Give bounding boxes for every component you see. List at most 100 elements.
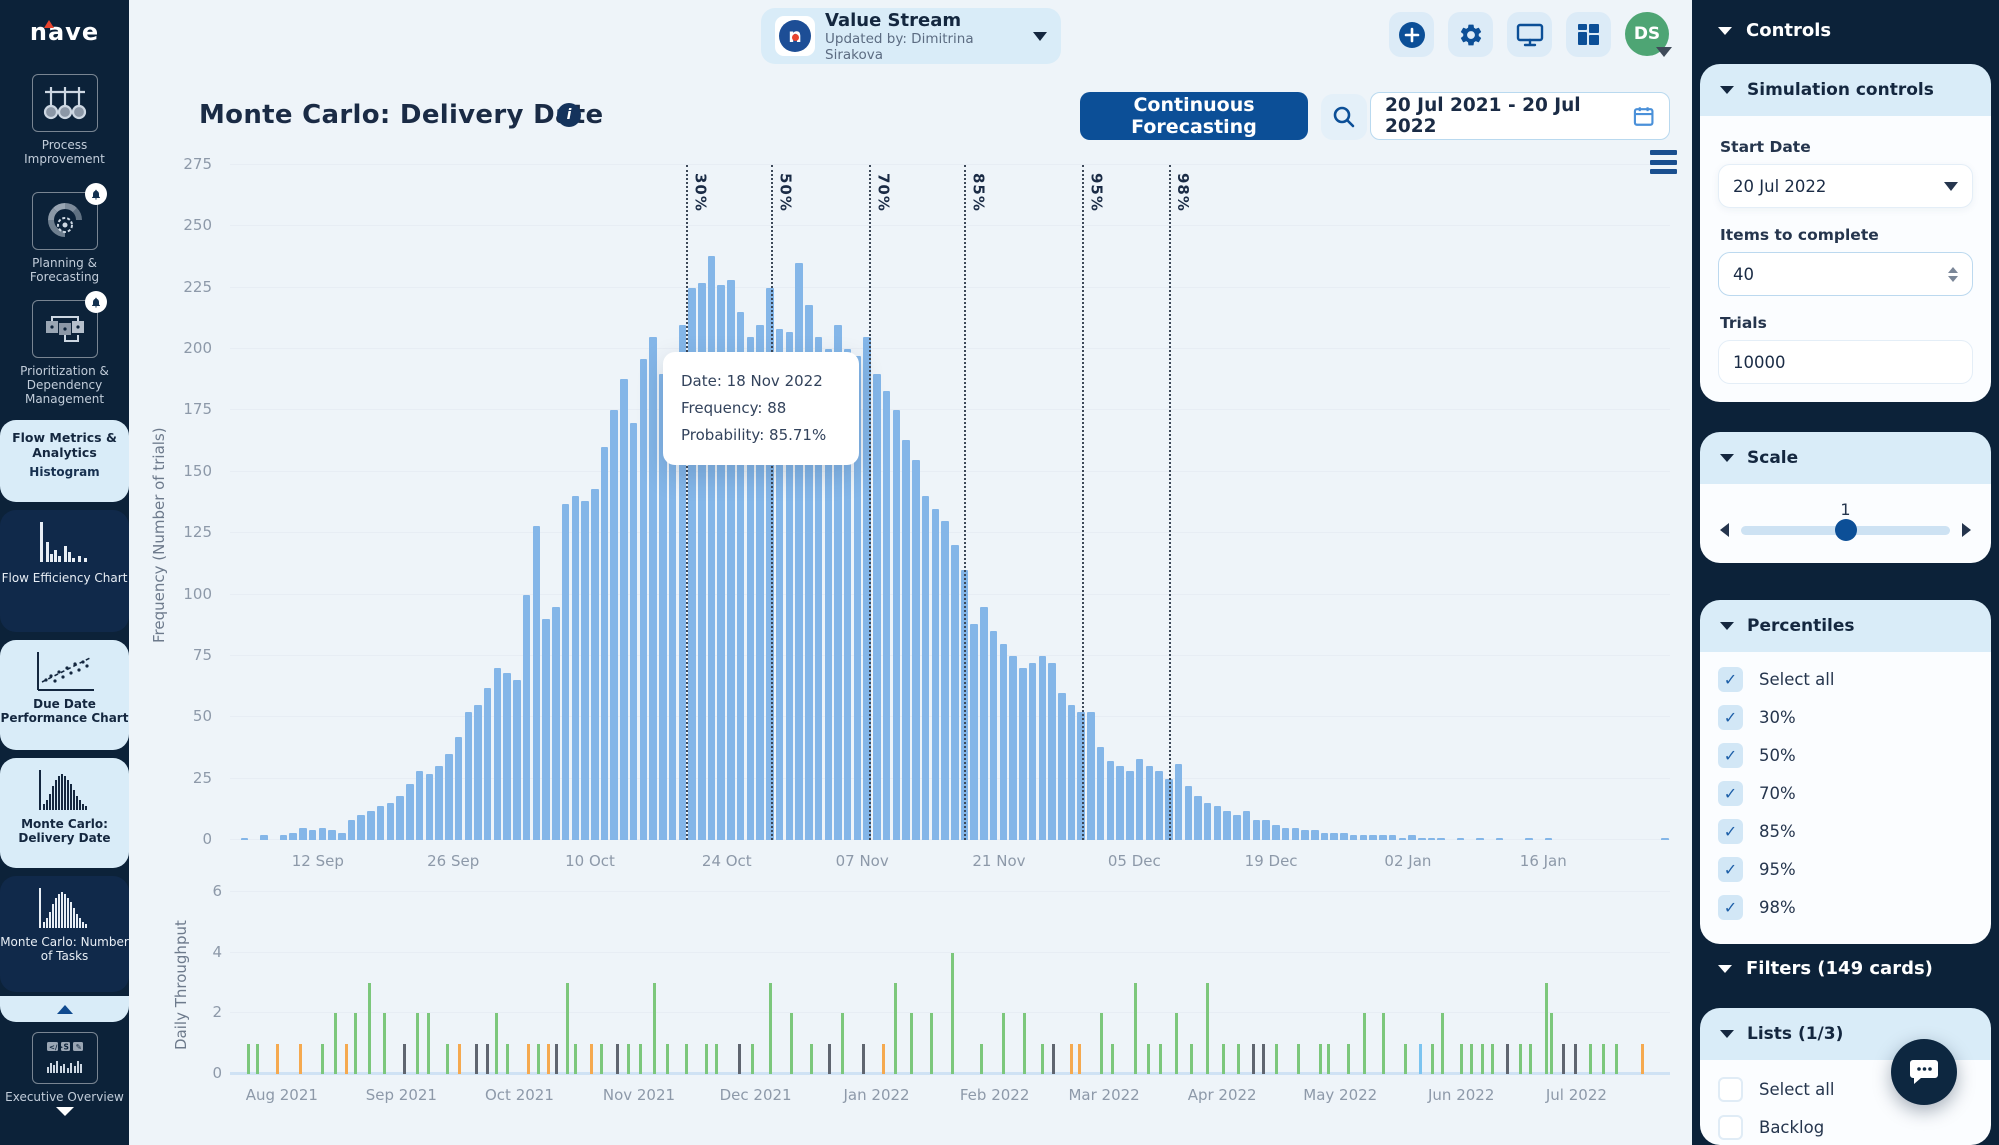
throughput-bar[interactable] xyxy=(475,1044,478,1074)
throughput-bar[interactable] xyxy=(590,1044,593,1074)
controls-header[interactable]: Controls xyxy=(1692,0,1999,41)
histogram-bar[interactable] xyxy=(1418,838,1426,840)
histogram-bar[interactable] xyxy=(367,811,375,840)
histogram-bar[interactable] xyxy=(1340,833,1348,840)
histogram-bar[interactable] xyxy=(552,607,560,840)
throughput-bar[interactable] xyxy=(416,1013,419,1074)
histogram-bar[interactable] xyxy=(883,391,891,840)
throughput-bar[interactable] xyxy=(345,1044,348,1074)
throughput-bar[interactable] xyxy=(1602,1044,1605,1074)
simulation-controls-header[interactable]: Simulation controls xyxy=(1700,64,1991,116)
histogram-bar[interactable] xyxy=(562,504,570,840)
throughput-bar[interactable] xyxy=(1297,1044,1300,1074)
daily-throughput-chart[interactable] xyxy=(230,892,1670,1074)
throughput-bar[interactable] xyxy=(486,1044,489,1074)
histogram-bar[interactable] xyxy=(610,410,618,840)
histogram-bar[interactable] xyxy=(1457,838,1465,840)
histogram-bar[interactable] xyxy=(1272,825,1280,840)
histogram-bar[interactable] xyxy=(1243,811,1251,840)
histogram-bar[interactable] xyxy=(1545,838,1553,840)
throughput-bar[interactable] xyxy=(894,983,897,1074)
percentiles-header[interactable]: Percentiles xyxy=(1700,600,1991,652)
trials-input[interactable]: 10000 xyxy=(1718,340,1973,384)
throughput-bar[interactable] xyxy=(1491,1044,1494,1074)
histogram-bar[interactable] xyxy=(513,680,521,840)
histogram-bar[interactable] xyxy=(1262,820,1270,840)
histogram-bar[interactable] xyxy=(1009,656,1017,840)
settings-button[interactable] xyxy=(1448,12,1493,57)
slider-right-arrow[interactable] xyxy=(1962,523,1971,537)
histogram-bar[interactable] xyxy=(630,423,638,840)
throughput-bar[interactable] xyxy=(1347,1044,1350,1074)
sidebar-item-monte-carlo-delivery-date[interactable]: Monte Carlo: Delivery Date xyxy=(0,758,129,868)
throughput-bar[interactable] xyxy=(738,1044,741,1074)
throughput-bar[interactable] xyxy=(1002,1013,1005,1074)
sidebar-item-process-improvement[interactable]: Process Improvement xyxy=(0,74,129,166)
histogram-bar[interactable] xyxy=(1525,838,1533,840)
histogram-bar[interactable] xyxy=(1155,771,1163,840)
throughput-bar[interactable] xyxy=(1159,1044,1162,1074)
throughput-bar[interactable] xyxy=(1111,1044,1114,1074)
histogram-bar[interactable] xyxy=(932,509,940,840)
throughput-bar[interactable] xyxy=(600,1044,603,1074)
throughput-bar[interactable] xyxy=(574,1044,577,1074)
histogram-bar[interactable] xyxy=(533,526,541,840)
throughput-bar[interactable] xyxy=(666,1044,669,1074)
throughput-bar[interactable] xyxy=(1431,1044,1434,1074)
histogram-bar[interactable] xyxy=(1097,747,1105,840)
histogram-bar[interactable] xyxy=(396,796,404,840)
histogram-bar-selected[interactable] xyxy=(970,624,978,840)
throughput-bar[interactable] xyxy=(368,983,371,1074)
throughput-bar[interactable] xyxy=(299,1044,302,1074)
throughput-bar[interactable] xyxy=(1470,1044,1473,1074)
histogram-bar[interactable] xyxy=(299,828,307,840)
throughput-bar[interactable] xyxy=(1327,1044,1330,1074)
histogram-bar[interactable] xyxy=(1330,833,1338,840)
histogram-bar[interactable] xyxy=(1039,656,1047,840)
throughput-bar[interactable] xyxy=(1562,1044,1565,1074)
histogram-bar[interactable] xyxy=(980,607,988,840)
throughput-bar[interactable] xyxy=(951,953,954,1074)
histogram-bar[interactable] xyxy=(1437,838,1445,840)
histogram-bar[interactable] xyxy=(328,830,336,840)
histogram-bar[interactable] xyxy=(241,838,249,840)
date-range-picker[interactable]: 20 Jul 2021 - 20 Jul 2022 xyxy=(1370,92,1670,140)
add-button[interactable] xyxy=(1389,12,1434,57)
histogram-bar[interactable] xyxy=(640,359,648,840)
checkbox-unchecked-icon[interactable] xyxy=(1718,1077,1743,1102)
histogram-bar[interactable] xyxy=(1301,830,1309,840)
histogram-bar[interactable] xyxy=(1048,663,1056,840)
histogram-bar[interactable] xyxy=(990,631,998,840)
filters-header[interactable]: Filters (149 cards) xyxy=(1692,958,1933,979)
value-stream-selector[interactable]: n Value Stream Updated by: Dimitrina Sir… xyxy=(761,8,1061,64)
histogram-bar[interactable] xyxy=(1019,668,1027,840)
throughput-bar[interactable] xyxy=(862,1044,865,1074)
histogram-bar[interactable] xyxy=(1068,705,1076,840)
histogram-bar[interactable] xyxy=(484,688,492,840)
histogram-bar[interactable] xyxy=(494,668,502,840)
throughput-bar[interactable] xyxy=(547,1044,550,1074)
histogram-bar[interactable] xyxy=(1107,761,1115,840)
throughput-bar[interactable] xyxy=(980,1044,983,1074)
checkbox-checked-icon[interactable]: ✓ xyxy=(1718,857,1743,882)
throughput-bar[interactable] xyxy=(247,1044,250,1074)
sidebar-scroll-down-button[interactable] xyxy=(0,1116,129,1135)
throughput-bar[interactable] xyxy=(1175,1013,1178,1074)
histogram-bar[interactable] xyxy=(1369,835,1377,840)
throughput-bar[interactable] xyxy=(1481,1044,1484,1074)
histogram-bar[interactable] xyxy=(445,754,453,840)
throughput-bar[interactable] xyxy=(1052,1044,1055,1074)
histogram-bar[interactable] xyxy=(1311,830,1319,840)
histogram-bar[interactable] xyxy=(406,784,414,840)
histogram-bar[interactable] xyxy=(951,545,959,840)
percentile-option-select-all[interactable]: ✓Select all xyxy=(1718,660,1973,698)
histogram-bar[interactable] xyxy=(1321,833,1329,840)
throughput-bar[interactable] xyxy=(276,1044,279,1074)
chart-menu-button[interactable] xyxy=(1650,150,1677,174)
histogram-bar[interactable] xyxy=(1185,786,1193,840)
throughput-bar[interactable] xyxy=(910,1013,913,1074)
percentile-option-98-[interactable]: ✓98% xyxy=(1718,888,1973,926)
histogram-bar[interactable] xyxy=(1136,759,1144,840)
scale-slider[interactable] xyxy=(1741,526,1950,535)
histogram-bar[interactable] xyxy=(902,440,910,840)
